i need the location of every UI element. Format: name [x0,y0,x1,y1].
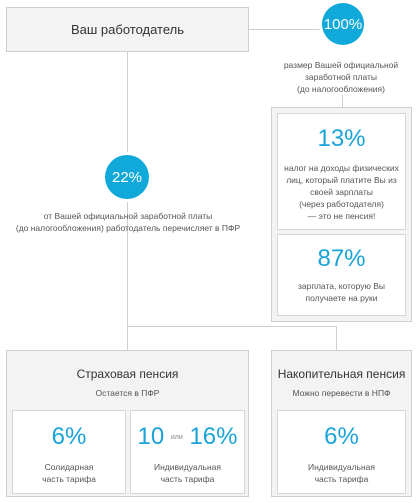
connector-salary-down [342,95,343,108]
employer-label: Ваш работодатель [70,22,185,37]
connector-employer-down [127,52,128,350]
funded-individual-caption: Индивидуальная часть тарифа [278,461,405,485]
connector-split-horizontal [127,326,337,327]
tax-caption-line: налог на доходы физических [284,163,399,173]
individual-insurance-or: или [170,434,183,442]
salary-split-panel: 13% налог на доходы физических лиц, кото… [271,107,412,322]
individual-insurance-caption-line: часть тарифа [160,474,215,484]
tax-card: 13% налог на доходы физических лиц, кото… [277,113,406,230]
solidarity-caption: Солидарная часть тарифа [13,461,125,485]
funded-individual-card: 6% Индивидуальная часть тарифа [277,410,406,494]
insurance-pension-title: Страховая пенсия [76,367,179,381]
connector-employer-to-salary [248,29,324,30]
funded-individual-percent: 6% [324,423,359,450]
insurance-pension-subtitle: Остается в ПФР [95,388,160,398]
tax-percent: 13% [317,125,366,152]
solidarity-card: 6% Солидарная часть тарифа [12,410,126,494]
net-percent: 87% [317,245,366,272]
salary-caption-line: (до налогообложения) [297,84,385,94]
net-caption-line: зарплата, которую Вы [298,281,385,291]
salary-percent-badge: 100% [322,3,364,45]
solidarity-caption-line: Солидарная [44,462,94,472]
salary-caption-line: размер Вашей официальной [283,60,399,70]
connector-to-funded [336,326,337,350]
funded-pension-title: Накопительная пенсия [277,367,406,381]
employer-contribution-caption-line: (до налогообложения) работодатель перечи… [15,223,241,233]
funded-pension-subtitle: Можно перевести в НПФ [292,388,391,398]
individual-insurance-percent-b: 16% [189,423,238,450]
tax-caption-line: лиц, который платите Вы из [286,175,397,185]
individual-insurance-percent: 10 или 16% [131,423,244,451]
individual-insurance-caption: Индивидуальная часть тарифа [131,461,244,485]
employer-box: Ваш работодатель [6,7,249,52]
funded-individual-caption-line: часть тарифа [314,474,369,484]
tax-caption-line: (через работодателя) [299,199,384,209]
employer-contribution-caption: от Вашей официальной заработной платы (д… [2,210,254,234]
employer-contribution-badge: 22% [105,155,149,199]
salary-caption-line: заработной платы [304,72,378,82]
salary-caption: размер Вашей официальной заработной плат… [270,59,412,95]
funded-pension-panel: Накопительная пенсия Можно перевести в Н… [271,350,412,497]
solidarity-percent: 6% [51,423,87,450]
employer-contribution-caption-line: от Вашей официальной заработной платы [43,211,213,221]
solidarity-caption-line: часть тарифа [42,474,96,484]
tax-caption: налог на доходы физических лиц, который … [278,162,405,222]
individual-insurance-caption-line: Индивидуальная [153,462,222,472]
insurance-pension-panel: Страховая пенсия Остается в ПФР 6% Солид… [6,350,249,497]
net-caption-line: получаете на руки [305,293,378,303]
individual-insurance-card: 10 или 16% Индивидуальная часть тарифа [130,410,245,494]
net-caption: зарплата, которую Вы получаете на руки [278,280,405,304]
net-card: 87% зарплата, которую Вы получаете на ру… [277,234,406,316]
tax-caption-line: — это не пенсия! [307,211,376,221]
individual-insurance-percent-a: 10 [137,423,165,450]
tax-caption-line: своей зарплаты [310,187,373,197]
funded-individual-caption-line: Индивидуальная [307,462,376,472]
